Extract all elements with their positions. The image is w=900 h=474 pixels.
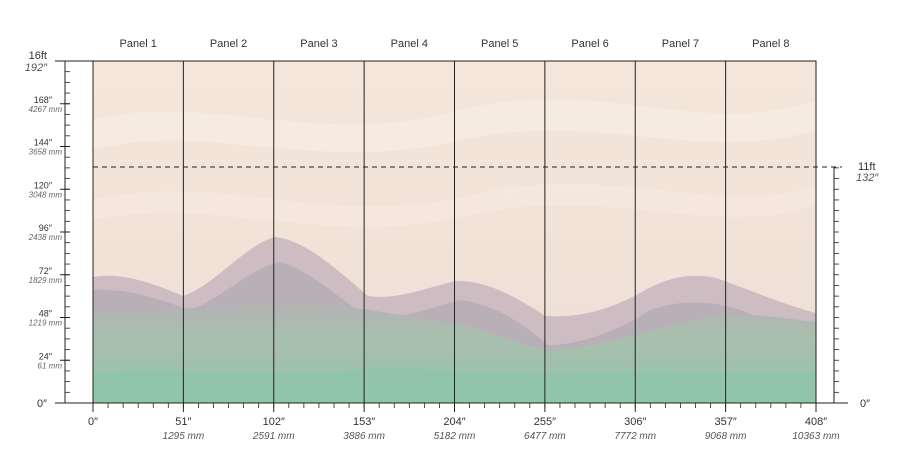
left-tick-sub: 2438 mm	[28, 233, 63, 242]
panel-label: Panel 1	[120, 38, 157, 50]
left-tick-sub: 3658 mm	[29, 148, 63, 157]
right-axis-zero-label: 0″	[860, 398, 870, 410]
left-tick-sub: 1829 mm	[29, 276, 63, 285]
bottom-tick-label: 204″	[443, 416, 465, 428]
right-axis-sub: 132″	[856, 172, 879, 184]
left-tick-label: 96″	[39, 223, 53, 233]
bottom-tick-label: 255″	[534, 416, 556, 428]
bottom-tick-label: 357″	[715, 416, 737, 428]
panel-label: Panel 5	[481, 38, 518, 50]
bottom-tick-sub: 2591 mm	[252, 431, 295, 442]
left-tick-label: 168″	[34, 95, 53, 105]
bottom-tick-sub: 6477 mm	[524, 431, 566, 442]
bottom-tick-sub: 9068 mm	[705, 431, 747, 442]
left-major-ticks: 168″4267 mm 144″3658 mm 120″3048 mm 96″2438…	[28, 95, 70, 370]
left-tick-label: 120″	[34, 180, 53, 190]
panel-label: Panel 7	[662, 38, 699, 50]
right-axis-label: 11ft	[858, 161, 876, 173]
right-minor-ticks	[834, 167, 839, 404]
panel-label: Panel 3	[300, 38, 337, 50]
bottom-tick-sub: 3886 mm	[343, 431, 385, 442]
right-axis: 11ft 132″ 0″	[816, 161, 879, 410]
panel-separators	[182, 61, 727, 403]
bottom-tick-sub: 5182 mm	[434, 431, 476, 442]
panel-label: Panel 8	[752, 38, 789, 50]
left-tick-sub: 3048 mm	[29, 190, 63, 199]
panel-label: Panel 2	[210, 38, 247, 50]
left-tick-sub: 1219 mm	[29, 319, 63, 328]
bottom-tick-sub: 10363 mm	[792, 431, 839, 442]
bottom-tick-label: 102″	[263, 416, 285, 428]
bottom-tick-label: 51″	[175, 416, 191, 428]
bottom-major-ticks: 0″ 51″ 1295 mm 102″ 2591 mm 153″ 3886 mm 204″ 51…	[88, 403, 840, 442]
left-tick-label: 144″	[34, 138, 53, 148]
left-tick-label: 72″	[39, 266, 53, 276]
left-axis-top-sub: 192″	[25, 62, 48, 74]
panel-labels: Panel 1 Panel 2 Panel 3 Panel 4 Panel 5 Panel…	[120, 38, 790, 50]
left-tick-sub: 61 mm	[38, 361, 63, 370]
panel-label: Panel 4	[391, 38, 428, 50]
panel-label: Panel 6	[571, 38, 608, 50]
bottom-tick-label: 0″	[88, 416, 98, 428]
bottom-tick-label: 408″	[805, 416, 827, 428]
bottom-tick-label: 306″	[624, 416, 646, 428]
bottom-axis: 0″ 51″ 1295 mm 102″ 2591 mm 153″ 3886 mm 204″ 51…	[88, 402, 840, 442]
left-tick-label: 48″	[39, 309, 53, 319]
left-tick-sub: 4267 mm	[29, 105, 63, 114]
left-tick-label: 24″	[39, 351, 53, 361]
left-axis-zero-label: 0″	[37, 398, 47, 410]
left-axis: 16ft 192″ 0″ 168″4267 mm 144″3658 mm 120″3…	[25, 50, 93, 410]
left-axis-top-label: 16ft	[29, 50, 47, 62]
bottom-tick-sub: 1295 mm	[163, 431, 205, 442]
bottom-tick-label: 153″	[353, 416, 375, 428]
bottom-tick-sub: 7772 mm	[614, 431, 656, 442]
